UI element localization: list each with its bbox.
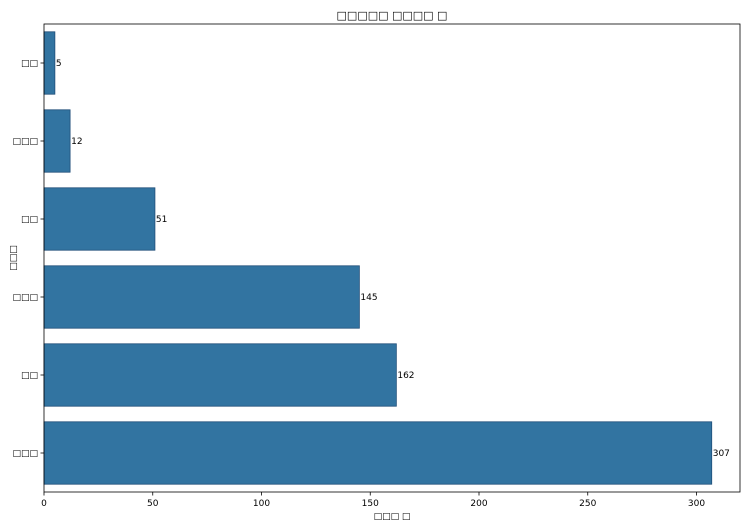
y-tick-label: □□□ <box>12 449 38 459</box>
bar <box>43 265 360 329</box>
x-tick-label: 250 <box>579 499 596 509</box>
data-label: 145 <box>360 293 377 303</box>
bar <box>43 421 713 485</box>
y-axis-label: □□□ <box>9 245 19 271</box>
bar <box>43 31 56 95</box>
x-tick-label: 0 <box>41 499 47 509</box>
data-label: 162 <box>397 371 414 381</box>
x-axis-label: □□□ □ <box>374 512 411 522</box>
data-labels-group: 307 162 145 51 12 5 <box>56 59 730 459</box>
x-tick-label: 200 <box>470 499 487 509</box>
bar <box>43 343 397 407</box>
y-tick-label: □□□ <box>12 137 38 147</box>
x-tick-label: 50 <box>147 499 159 509</box>
x-ticks-group: 0 50 100 150 200 250 300 <box>41 492 705 509</box>
bars-group <box>43 31 713 485</box>
x-tick-label: 100 <box>253 499 270 509</box>
chart-title: □□□□□ □□□□ □ <box>337 9 448 22</box>
y-ticks-group: □□□□□□□□□□□□□□□ <box>12 59 44 459</box>
bar <box>43 109 71 173</box>
y-tick-label: □□ <box>21 371 38 381</box>
data-label: 5 <box>56 59 62 69</box>
data-label: 12 <box>71 137 82 147</box>
y-tick-label: □□ <box>21 215 38 225</box>
bar <box>43 187 156 251</box>
plot-frame <box>43 23 741 493</box>
x-tick-label: 300 <box>688 499 705 509</box>
x-tick-label: 150 <box>362 499 379 509</box>
data-label: 307 <box>713 449 730 459</box>
y-tick-label: □□ <box>21 59 38 69</box>
y-tick-label: □□□ <box>12 293 38 303</box>
data-label: 51 <box>156 215 167 225</box>
